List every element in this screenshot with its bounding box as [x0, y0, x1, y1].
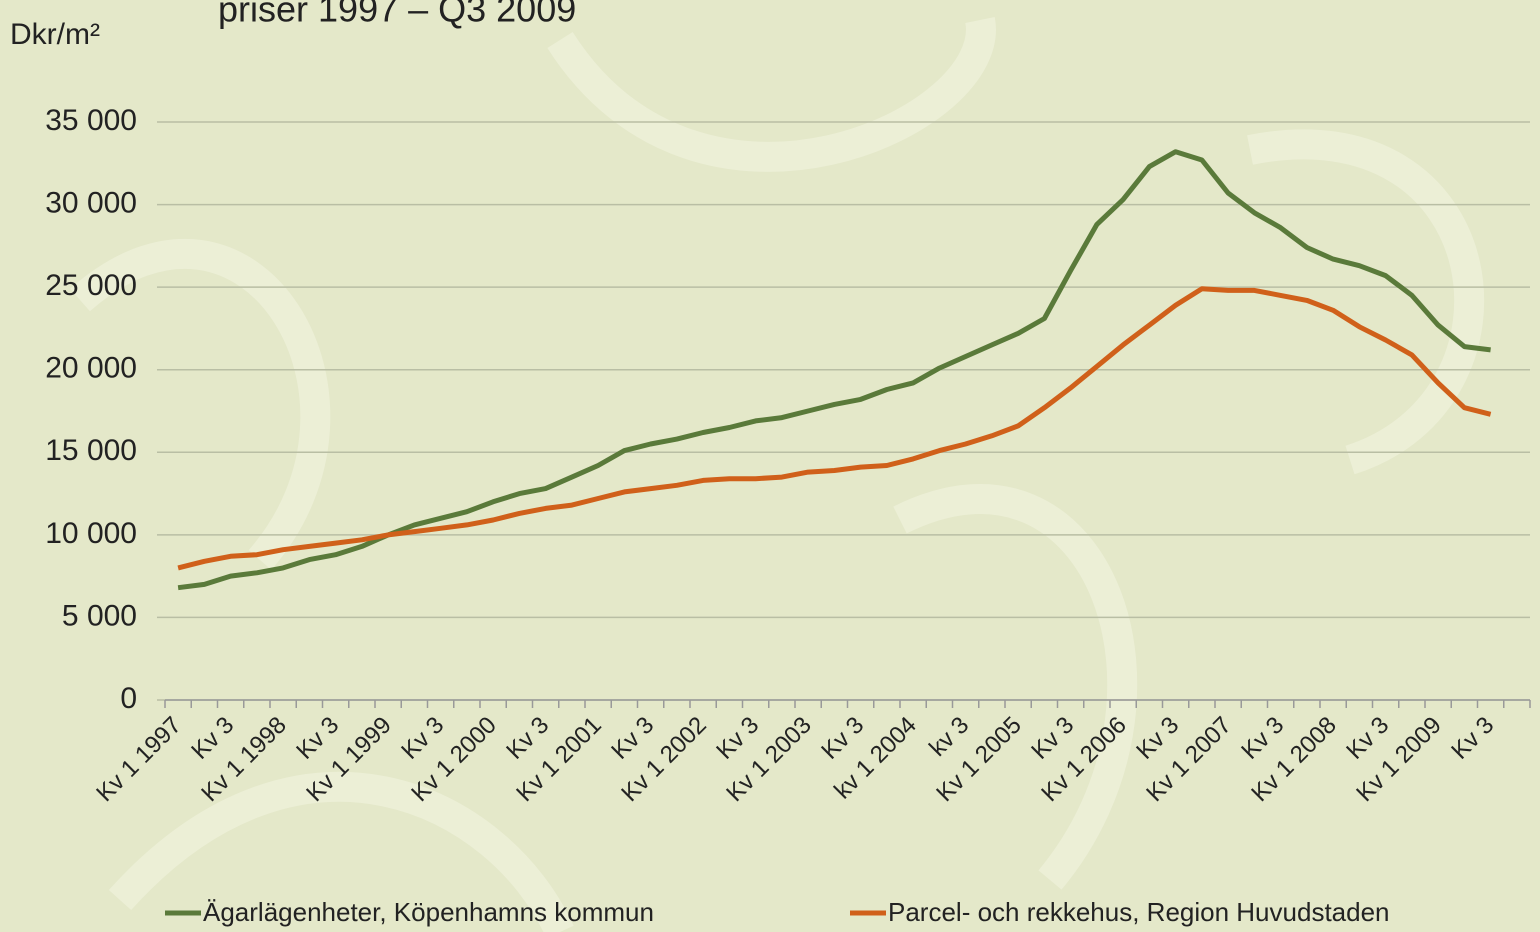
- y-tick-label: 0: [120, 682, 137, 715]
- chart-title: priser 1997 – Q3 2009: [218, 0, 576, 30]
- y-tick-label: 15 000: [45, 434, 137, 467]
- chart: priser 1997 – Q3 2009 Dkr/m² 0 5 000 10 00…: [0, 0, 1540, 932]
- legend-label: Parcel- och rekkehus, Region Huvudstaden: [888, 897, 1390, 927]
- y-tick-label: 20 000: [45, 352, 137, 385]
- x-tick-label: Kv 1 1997: [91, 712, 187, 808]
- y-tick-label: 30 000: [45, 186, 137, 219]
- y-tick-label: 35 000: [45, 104, 137, 137]
- y-tick-label: 25 000: [45, 269, 137, 302]
- legend-label: Ägarlägenheter, Köpenhamns kommun: [203, 897, 654, 927]
- y-tick-label: 10 000: [45, 517, 137, 550]
- y-tick-label: 5 000: [62, 599, 137, 632]
- y-axis-label: Dkr/m²: [10, 18, 100, 51]
- x-tick-label: Kv 3: [1446, 712, 1499, 765]
- series-line: [178, 289, 1491, 568]
